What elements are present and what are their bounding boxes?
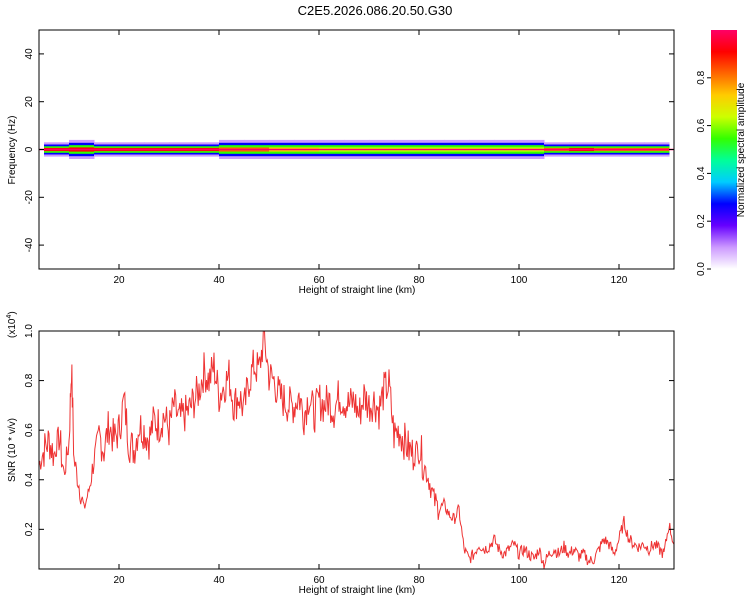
y-tick-label: 20 <box>24 96 35 108</box>
snr-panel: 20 40 60 80 100 120 0.2 0.4 0.6 0.8 1.0 Height of… <box>6 311 675 596</box>
snr-frame <box>38 330 675 570</box>
x-tick-label: 40 <box>213 275 225 286</box>
snr-y-exponent-power: 4 <box>6 315 13 319</box>
snr-y-ticks: 0.2 0.4 0.6 0.8 1.0 <box>24 324 674 536</box>
y-tick-label: 0.6 <box>24 423 35 437</box>
colorbar-tick-label: 0.6 <box>696 118 707 132</box>
x-tick-label: 80 <box>413 575 425 586</box>
spectrogram-x-axis-label: Height of straight line (km) <box>299 285 416 296</box>
x-tick-label: 20 <box>113 275 125 286</box>
colorbar-ticks: 0.0 0.2 0.4 0.6 0.8 <box>696 70 711 276</box>
snr-y-exponent: (x104) <box>6 311 18 338</box>
y-tick-label: 0.4 <box>24 472 35 486</box>
snr-x-ticks: 20 40 60 80 100 120 <box>113 331 628 586</box>
x-tick-label: 40 <box>213 575 225 586</box>
colorbar-tick-label: 0.2 <box>696 214 707 228</box>
snr-y-exponent-close: ) <box>7 311 18 314</box>
y-tick-label: 1.0 <box>24 324 35 338</box>
snr-series-line <box>39 331 674 569</box>
y-tick-label: 0.8 <box>24 373 35 387</box>
x-tick-label: 20 <box>113 575 125 586</box>
spectrogram-band <box>39 139 674 159</box>
x-tick-label: 60 <box>313 275 325 286</box>
x-tick-label: 60 <box>313 575 325 586</box>
colorbar: 0.0 0.2 0.4 0.6 0.8 Normalized spectral ampl… <box>696 30 747 276</box>
snr-x-axis-label: Height of straight line (km) <box>299 585 416 596</box>
y-tick-label: 0.2 <box>24 522 35 536</box>
snr-y-axis-label: SNR (10 * v/v) <box>7 418 18 482</box>
colorbar-tick-label: 0.0 <box>696 262 707 276</box>
svg-text:(x104): (x104) <box>6 311 18 338</box>
figure-title: C2E5.2026.086.20.50.G30 <box>298 3 453 18</box>
colorbar-tick-label: 0.8 <box>696 70 707 84</box>
colorbar-label: Normalized spectral amplitude <box>736 82 747 217</box>
spectrogram-y-ticks: -40 -20 0 20 40 <box>24 48 674 252</box>
x-tick-label: 120 <box>611 275 628 286</box>
x-tick-label: 80 <box>413 275 425 286</box>
x-tick-label: 100 <box>511 275 528 286</box>
y-tick-label: -40 <box>24 237 35 252</box>
x-tick-label: 100 <box>511 575 528 586</box>
colorbar-gradient <box>711 30 737 269</box>
y-tick-label: 0 <box>24 146 35 152</box>
snr-y-exponent-base: (x10 <box>7 318 18 338</box>
spectrogram-panel: 20 40 60 80 100 120 -40 -20 0 20 40 Height of str… <box>7 29 675 296</box>
y-tick-label: -20 <box>24 190 35 205</box>
spectrogram-y-axis-label: Frequency (Hz) <box>7 116 18 185</box>
y-tick-label: 40 <box>24 48 35 60</box>
spectrogram-x-ticks: 20 40 60 80 100 120 <box>113 30 628 286</box>
x-tick-label: 120 <box>611 575 628 586</box>
colorbar-tick-label: 0.4 <box>696 166 707 180</box>
